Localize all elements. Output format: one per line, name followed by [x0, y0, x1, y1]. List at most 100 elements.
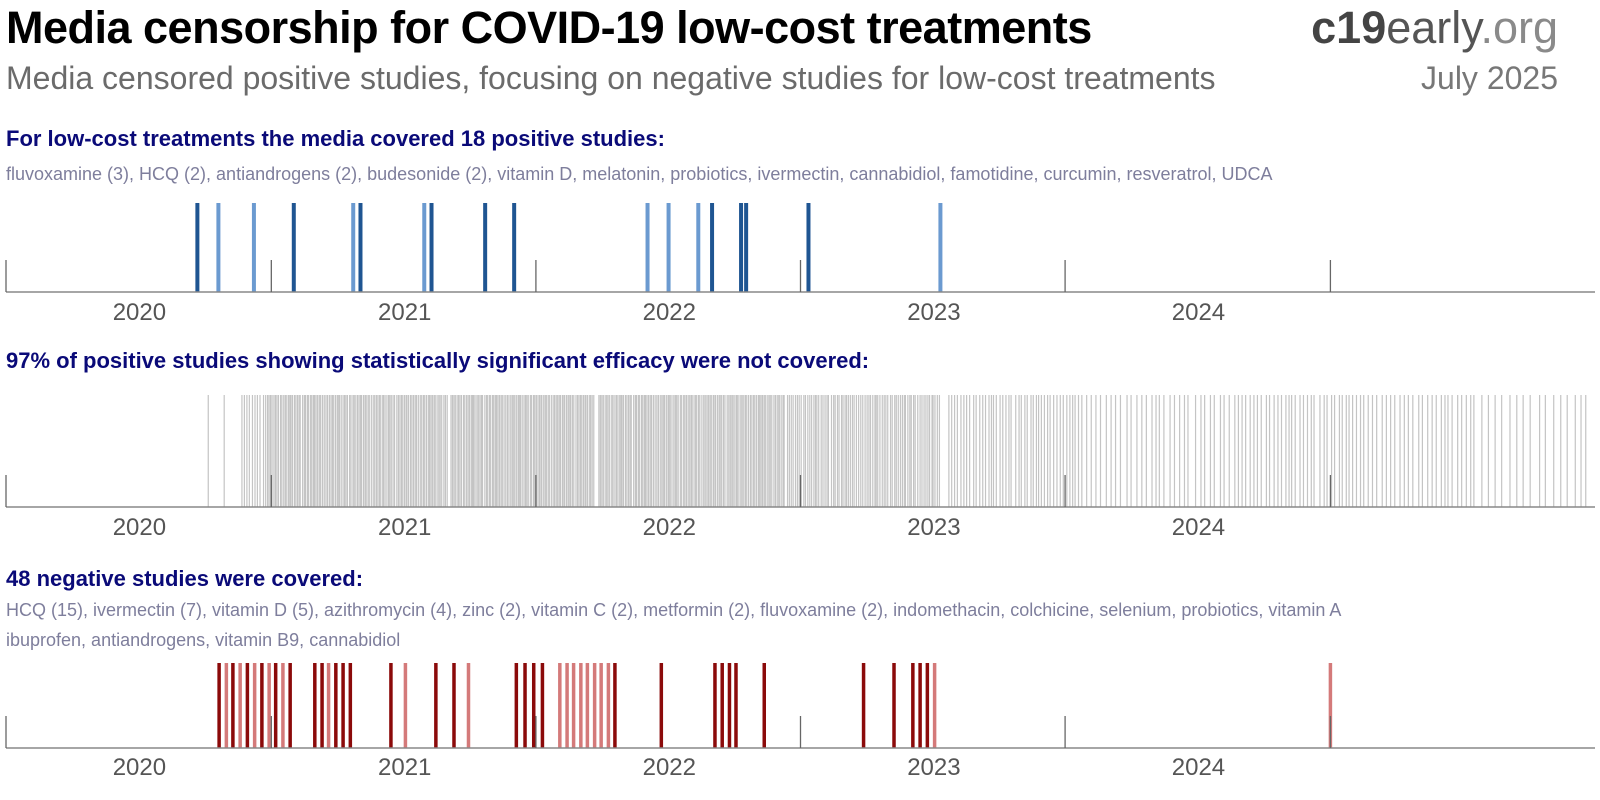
study-bar — [624, 395, 627, 507]
study-bar — [1394, 395, 1396, 507]
covered-negative-timeline: 2020 2021 2022 2023 2024 — [5, 663, 1595, 781]
study-bar — [634, 395, 636, 507]
brand-logo[interactable]: c19early.org — [1311, 2, 1558, 54]
study-bar — [1095, 395, 1097, 507]
study-bar — [830, 395, 833, 507]
study-bar — [899, 395, 902, 507]
study-bar — [473, 395, 475, 507]
study-bar — [470, 395, 472, 507]
study-bar — [639, 395, 641, 507]
study-bar — [422, 395, 425, 507]
study-bar — [495, 395, 498, 507]
study-bar — [231, 663, 235, 748]
study-bar — [521, 395, 523, 507]
study-bar — [853, 395, 855, 507]
study-bar — [1035, 395, 1038, 507]
study-bar — [684, 395, 686, 507]
study-bar — [599, 663, 603, 748]
study-bar — [514, 663, 519, 748]
study-bar — [963, 395, 965, 507]
study-bar — [764, 395, 766, 507]
study-bar — [889, 395, 892, 507]
timeline-bars — [217, 663, 1333, 748]
study-bar — [1141, 395, 1143, 507]
study-bar — [1367, 395, 1369, 507]
study-bar — [1313, 395, 1315, 507]
study-bar — [1256, 395, 1259, 507]
study-bar — [1046, 395, 1049, 507]
study-bar — [669, 395, 671, 507]
study-bar — [308, 395, 310, 507]
study-bar — [446, 395, 448, 507]
study-bar — [575, 395, 577, 507]
study-bar — [630, 395, 632, 507]
uncovered-positive-timeline: 2020 2021 2022 2023 2024 — [5, 395, 1595, 541]
study-bar — [931, 395, 933, 507]
study-bar — [360, 395, 363, 507]
study-bar — [400, 395, 403, 507]
study-bar — [979, 395, 981, 507]
study-bar — [464, 395, 466, 507]
study-bar — [399, 395, 401, 507]
study-bar — [277, 395, 280, 507]
study-bar — [973, 395, 975, 507]
study-bar — [1385, 395, 1387, 507]
study-bar — [471, 395, 474, 507]
study-bar — [1412, 395, 1414, 507]
study-bar — [1553, 395, 1555, 507]
study-bar — [1345, 395, 1347, 507]
study-bar — [744, 203, 749, 292]
study-bar — [573, 395, 575, 507]
study-bar — [1056, 395, 1058, 507]
study-bar — [337, 395, 339, 507]
study-bar — [1516, 395, 1518, 507]
study-bar — [452, 663, 456, 748]
study-bar — [800, 395, 802, 507]
study-bar — [679, 395, 681, 507]
study-bar — [727, 663, 732, 748]
study-bar — [1323, 395, 1325, 507]
study-bar — [368, 395, 370, 507]
study-bar — [642, 395, 644, 507]
study-bar — [845, 395, 848, 507]
study-bar — [321, 395, 324, 507]
covered-negative-treatments-line1: HCQ (15), ivermectin (7), vitamin D (5),… — [6, 600, 1342, 620]
study-bar — [1090, 395, 1092, 507]
study-bar — [1155, 395, 1157, 507]
study-bar — [927, 395, 929, 507]
study-bar — [739, 203, 744, 292]
study-bar — [918, 663, 922, 748]
study-bar — [533, 395, 535, 507]
covered-negative-heading: 48 negative studies were covered: — [6, 566, 364, 591]
study-bar — [1285, 395, 1287, 507]
study-bar — [836, 395, 839, 507]
study-bar — [671, 395, 673, 507]
study-bar — [578, 395, 580, 507]
study-bar — [409, 395, 412, 507]
study-bar — [501, 395, 503, 507]
study-bar — [531, 395, 533, 507]
study-bar — [760, 395, 762, 507]
study-bar — [571, 395, 573, 507]
study-bar — [790, 395, 792, 507]
study-bar — [1026, 395, 1028, 507]
study-bar — [1381, 395, 1383, 507]
report-date: July 2025 — [1421, 60, 1558, 96]
study-bar — [462, 395, 465, 507]
study-bar — [751, 395, 753, 507]
study-bar — [822, 395, 824, 507]
study-bar — [281, 395, 283, 507]
study-bar — [995, 395, 997, 507]
study-bar — [259, 395, 261, 507]
study-bar — [851, 395, 854, 507]
study-bar — [814, 395, 817, 507]
study-bar — [1169, 395, 1171, 507]
study-bar — [874, 395, 876, 507]
study-bar — [866, 395, 868, 507]
study-bar — [483, 203, 488, 292]
study-bar — [1020, 395, 1022, 507]
study-bar — [713, 663, 717, 748]
study-bar — [714, 395, 717, 507]
study-bar — [934, 395, 936, 507]
study-bar — [405, 395, 407, 507]
